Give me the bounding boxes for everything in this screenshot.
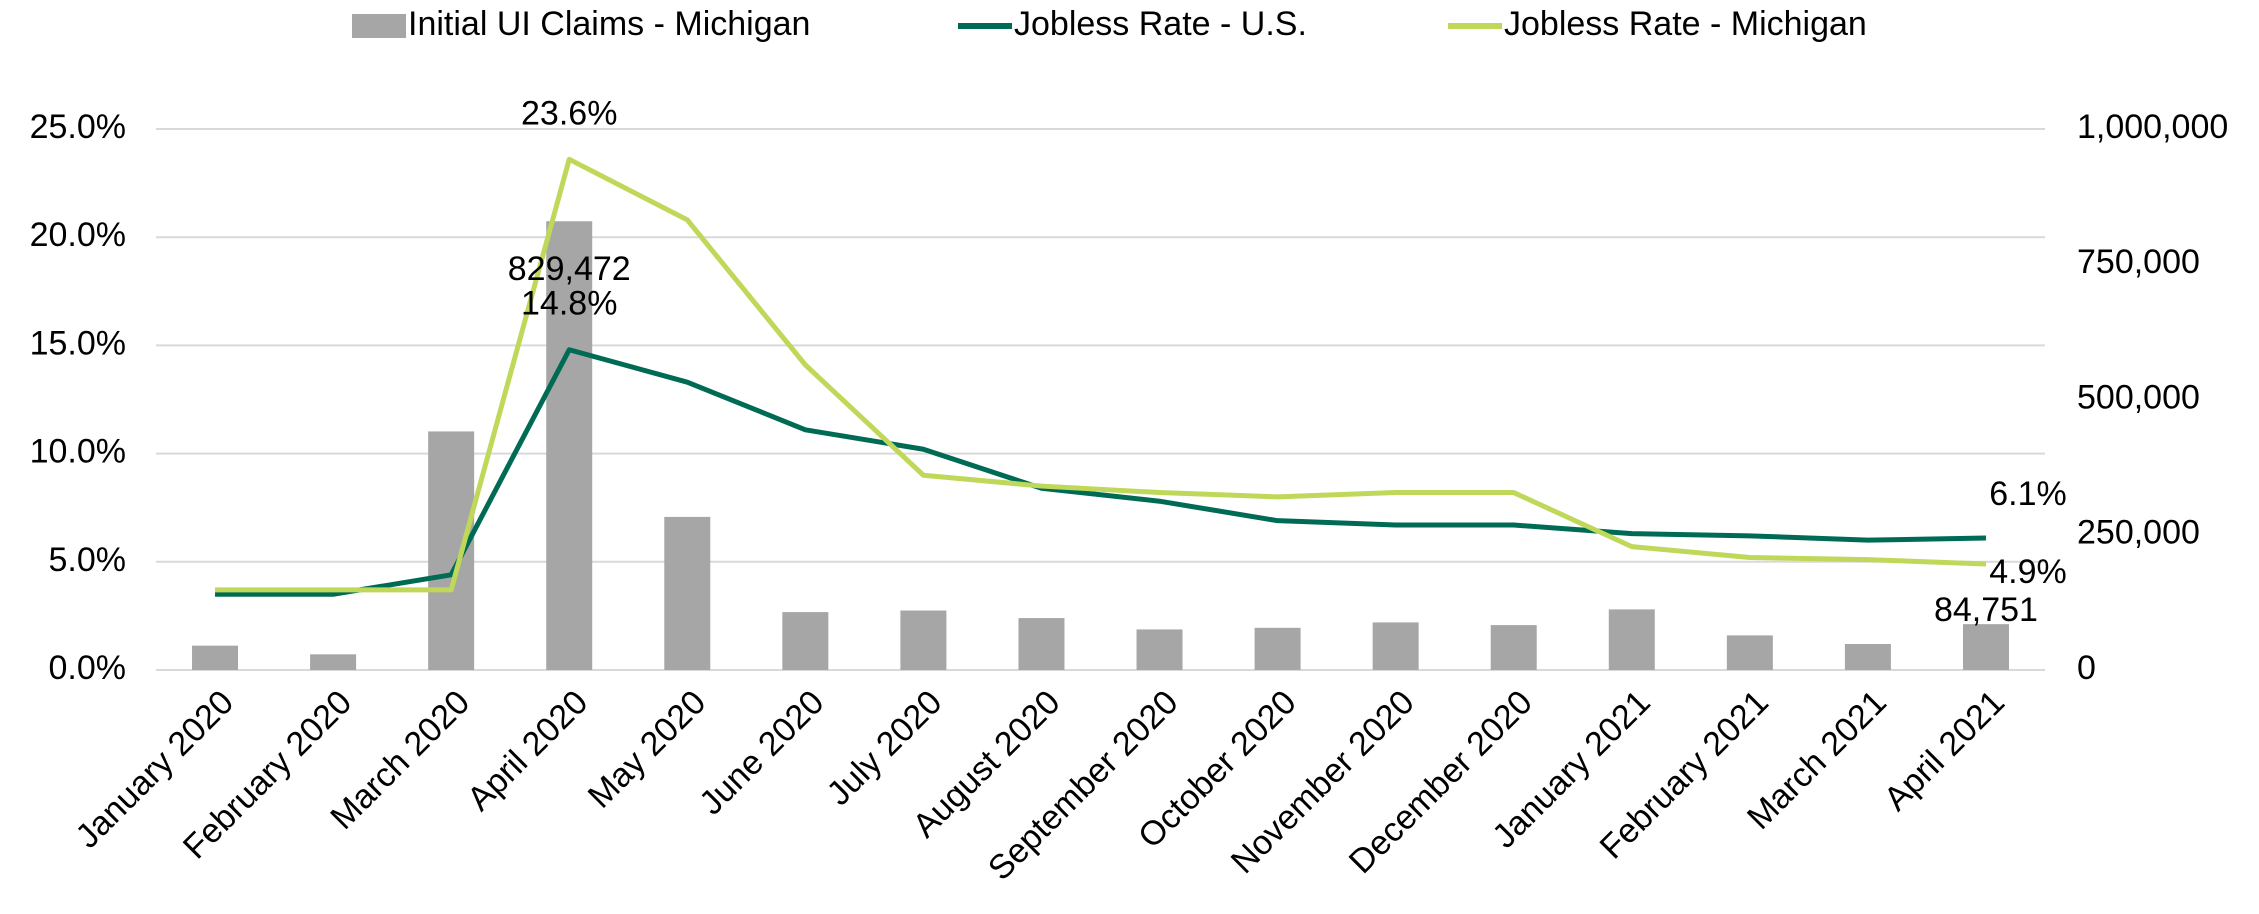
y2-tick-label: 750,000 <box>2077 243 2200 281</box>
legend-label: Jobless Rate - Michigan <box>1504 5 1867 43</box>
bar <box>546 221 593 670</box>
data-label: 829,472 <box>508 250 631 288</box>
y-tick-label: 15.0% <box>30 324 126 362</box>
bar <box>782 612 829 670</box>
bar <box>1844 644 1891 670</box>
bar <box>664 516 711 670</box>
data-label: 23.6% <box>521 94 617 132</box>
bar <box>1372 622 1419 670</box>
x-tick-label: April 2021 <box>1877 683 2012 818</box>
legend-label: Initial UI Claims - Michigan <box>408 5 810 43</box>
bar <box>1962 624 2009 670</box>
data-label: 14.8% <box>521 285 617 323</box>
data-label: 6.1% <box>1989 475 2067 513</box>
y2-tick-label: 250,000 <box>2077 514 2200 552</box>
y-tick-label: 10.0% <box>30 433 126 471</box>
data-label: 84,751 <box>1934 591 2038 629</box>
data-label: 4.9% <box>1989 553 2067 591</box>
bar <box>1490 625 1537 670</box>
y-tick-label: 5.0% <box>49 541 127 579</box>
y2-tick-label: 1,000,000 <box>2077 108 2228 146</box>
bar <box>310 654 357 670</box>
legend-label: Jobless Rate - U.S. <box>1014 5 1307 43</box>
bar <box>1726 635 1773 670</box>
line <box>215 156 1987 593</box>
bar <box>428 431 475 670</box>
y-tick-label: 20.0% <box>30 216 126 254</box>
bar <box>1254 627 1301 670</box>
x-tick-label: April 2020 <box>460 683 595 818</box>
y2-tick-label: 500,000 <box>2077 378 2200 416</box>
y-tick-label: 25.0% <box>30 108 126 146</box>
bar <box>900 610 947 670</box>
bar <box>1136 629 1183 670</box>
bar <box>1018 618 1065 670</box>
line <box>215 347 1987 597</box>
bar <box>192 645 239 670</box>
y2-tick-label: 0 <box>2077 649 2096 687</box>
y-tick-label: 0.0% <box>49 649 127 687</box>
legend-swatch <box>352 14 406 38</box>
x-tick-label: June 2020 <box>692 683 831 822</box>
bar <box>1608 609 1655 670</box>
